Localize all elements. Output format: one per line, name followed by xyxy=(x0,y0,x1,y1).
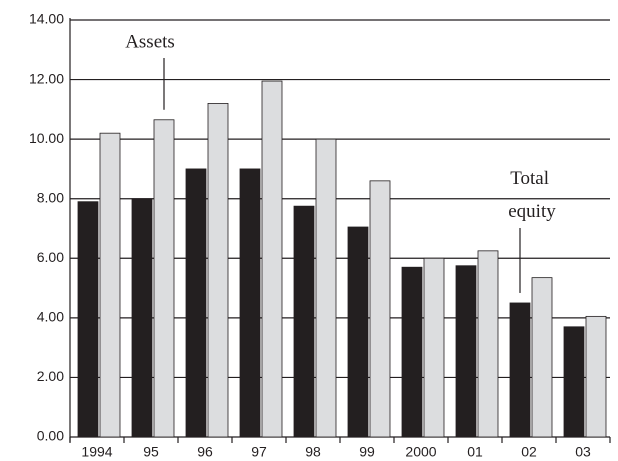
y-tick-label: 14.00 xyxy=(29,11,64,27)
bar xyxy=(207,103,229,438)
bar xyxy=(99,132,121,438)
x-tick-label: 2000 xyxy=(405,444,436,460)
series-annotation: Total equity xyxy=(508,168,556,222)
y-tick-label: 2.00 xyxy=(37,368,64,384)
y-tick-label: 0.00 xyxy=(37,428,64,444)
bar xyxy=(239,168,261,438)
y-tick-label: 10.00 xyxy=(29,130,64,146)
bar xyxy=(369,180,391,438)
bar xyxy=(347,226,369,438)
bar xyxy=(131,198,153,438)
x-tick-label: 1994 xyxy=(81,444,112,460)
y-tick-label: 6.00 xyxy=(37,249,64,265)
y-tick-label: 4.00 xyxy=(37,309,64,325)
bar xyxy=(531,277,553,438)
bar xyxy=(77,201,99,438)
y-tick-label: 12.00 xyxy=(29,70,64,86)
x-tick-label: 01 xyxy=(467,444,483,460)
bar xyxy=(563,326,585,438)
x-tick-label: 96 xyxy=(197,444,213,460)
y-tick-label: 8.00 xyxy=(37,189,64,205)
x-tick-label: 95 xyxy=(143,444,159,460)
x-tick-label: 03 xyxy=(575,444,591,460)
bar xyxy=(585,315,607,438)
bar xyxy=(153,119,175,438)
x-tick-label: 97 xyxy=(251,444,267,460)
bar xyxy=(315,138,337,438)
bar xyxy=(293,205,315,438)
bar xyxy=(477,250,499,438)
x-tick-label: 02 xyxy=(521,444,537,460)
x-tick-label: 99 xyxy=(359,444,375,460)
bar xyxy=(423,257,445,438)
bar xyxy=(261,80,283,438)
bar xyxy=(185,168,207,438)
bar xyxy=(401,266,423,438)
bar xyxy=(509,302,531,438)
bar xyxy=(455,265,477,438)
series-annotation: Assets xyxy=(125,31,175,52)
x-tick-label: 98 xyxy=(305,444,321,460)
